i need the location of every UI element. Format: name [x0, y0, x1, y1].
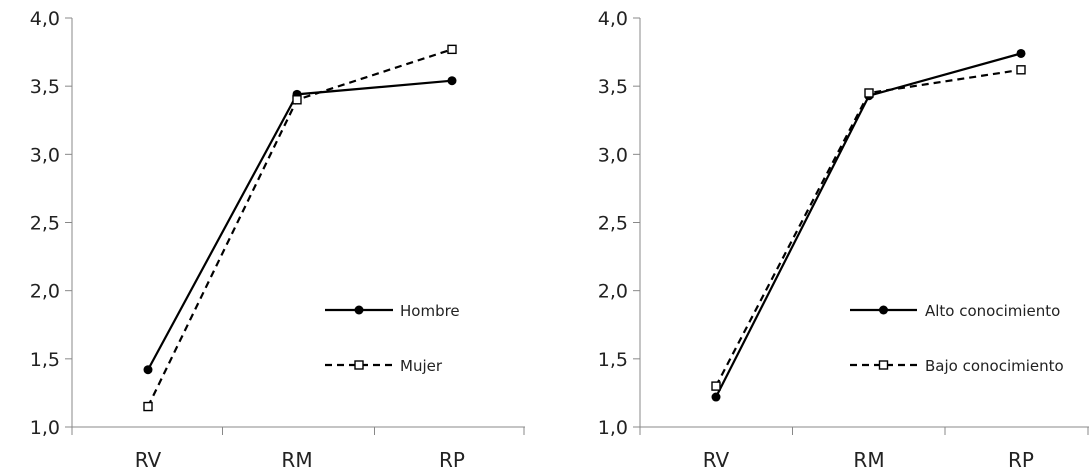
chart-2-legend-label-1: Alto conocimiento [925, 302, 1060, 320]
chart-1-y-tick-label: 3,0 [30, 144, 60, 166]
chart-1-legend-label-1: Hombre [400, 302, 460, 320]
chart-1-y-tick-label: 4,0 [30, 8, 60, 30]
chart-2-x-tick-label: RP [1008, 448, 1034, 472]
chart-1-y-tick-label: 2,5 [30, 213, 60, 235]
chart-2-series-2-line [715, 68, 1022, 387]
chart-1-x-tick-label: RM [281, 448, 312, 472]
chart-2-series-2-point [1016, 65, 1026, 75]
chart-2-y-tick-label: 4,0 [598, 8, 628, 30]
chart-1-y-tick-label: 2,0 [30, 281, 60, 303]
chart-1-y-tick-label: 1,0 [30, 417, 60, 439]
chart-2-y-tick-label: 3,0 [598, 144, 628, 166]
chart-2-series-2-point [711, 381, 721, 391]
chart-1-x-tick-label: RP [439, 448, 465, 472]
chart-2-legend-marker-2 [878, 360, 889, 370]
chart-1-series-2-point [143, 401, 153, 412]
chart-1-y-tick-label: 3,5 [30, 76, 60, 98]
chart-2-y-tick-label: 1,0 [598, 417, 628, 439]
chart-2-legend-label-2: Bajo conocimiento [925, 357, 1064, 375]
chart-2-series-2-point [864, 88, 874, 98]
chart-2-x-tick-label: RV [703, 448, 730, 472]
chart-1-series-1-point [143, 365, 153, 375]
chart-2-y-tick-label: 2,5 [598, 213, 628, 235]
chart-2-legend-marker-1 [879, 305, 888, 315]
chart-2-y-tick-label: 1,5 [598, 349, 628, 371]
chart-1-legend-marker-2 [354, 360, 364, 370]
chart-1-series-1-line [147, 79, 453, 371]
chart-1-y-tick-label: 1,5 [30, 349, 60, 371]
chart-1-series-1-point [447, 76, 457, 86]
chart-2-x-tick-label: RM [853, 448, 884, 472]
chart-2-series-1-point [711, 392, 721, 402]
chart-2-series-1-line [715, 52, 1022, 398]
chart-2-y-tick-label: 2,0 [598, 281, 628, 303]
chart-1-series-2-point [292, 95, 302, 105]
chart-1-series-2-point [447, 44, 457, 55]
chart-1-legend-marker-1 [354, 305, 364, 315]
chart-2-series-1-point [1016, 48, 1026, 58]
chart-2-y-tick-label: 3,5 [598, 76, 628, 98]
chart-1-x-tick-label: RV [135, 448, 162, 472]
chart-1-legend-label-2: Mujer [400, 357, 443, 375]
